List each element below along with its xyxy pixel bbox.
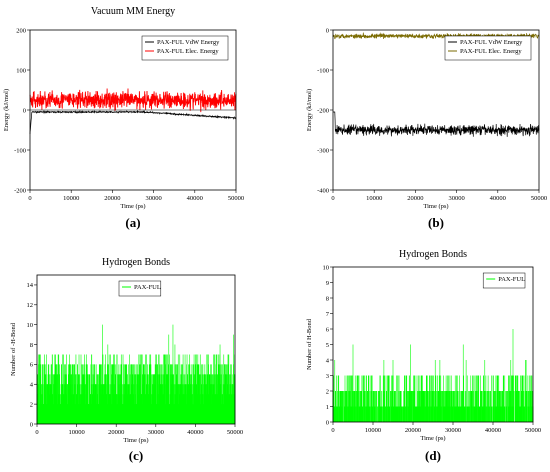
x-tick-label: 0 xyxy=(331,195,334,202)
y-tick-label: 100 xyxy=(16,67,26,74)
x-tick-label: 50000 xyxy=(531,195,547,202)
y-tick-label: 0 xyxy=(23,107,26,114)
y-tick-label: 12 xyxy=(27,302,34,309)
y-tick-label: -100 xyxy=(317,67,329,74)
y-tick-label: 200 xyxy=(16,27,26,34)
y-tick-label: 4 xyxy=(30,382,34,389)
y-tick-label: 4 xyxy=(326,357,330,364)
x-tick-label: 20000 xyxy=(407,195,423,202)
x-tick-label: 40000 xyxy=(187,195,203,202)
y-tick-label: 0 xyxy=(30,421,33,428)
y-tick-label: 10 xyxy=(27,322,34,329)
y-axis-label: Number of -H-Bond xyxy=(10,322,17,376)
y-tick-label: 8 xyxy=(30,342,33,349)
panel-label: (b) xyxy=(428,215,444,230)
x-tick-label: 10000 xyxy=(366,195,382,202)
chart-1: Vacuum MM Energy 0 10000 20000 30000 40000 500… xyxy=(3,6,244,230)
x-axis-label: Time (ps) xyxy=(123,437,148,444)
x-tick-label: 10000 xyxy=(68,429,84,436)
panel-label: (c) xyxy=(129,448,143,463)
y-tick-label: 14 xyxy=(27,282,34,289)
y-tick-label: 2 xyxy=(326,388,329,395)
x-tick-label: 10000 xyxy=(365,427,381,434)
x-tick-label: 20000 xyxy=(104,195,120,202)
y-axis-label: Energy (kJ/mol) xyxy=(306,89,313,131)
x-tick-label: 20000 xyxy=(108,429,124,436)
panel-label: (a) xyxy=(125,215,140,230)
chart-2: 0 10000 20000 30000 40000 50000 -400 -300 -200 -1… xyxy=(306,27,547,230)
chart-title: Vacuum MM Energy xyxy=(91,6,175,17)
x-tick-label: 0 xyxy=(35,429,38,436)
y-tick-label: 0 xyxy=(326,27,329,34)
x-tick-label: 0 xyxy=(331,427,334,434)
legend-label: PAX-FUL VdW Energy xyxy=(157,39,220,46)
y-tick-label: 6 xyxy=(326,326,330,333)
y-tick-label: 0 xyxy=(326,419,329,426)
x-axis-label: Time (ps) xyxy=(120,203,145,210)
series-line-2 xyxy=(29,88,237,113)
x-tick-label: 40000 xyxy=(187,429,203,436)
y-tick-label: 8 xyxy=(326,295,329,302)
x-axis-label: Time (ps) xyxy=(420,435,445,442)
y-tick-label: 3 xyxy=(326,373,329,380)
x-tick-label: 30000 xyxy=(445,427,461,434)
y-tick-label: 2 xyxy=(30,401,33,408)
x-tick-label: 30000 xyxy=(448,195,464,202)
legend-label: PAX-FUL Elec. Energy xyxy=(157,48,219,55)
y-tick-label: 9 xyxy=(326,280,329,287)
y-tick-label: 7 xyxy=(326,311,330,318)
x-tick-label: 0 xyxy=(28,195,31,202)
y-tick-label: -300 xyxy=(317,147,329,154)
legend-label: PAX-FUL VdW Energy xyxy=(460,39,523,46)
y-tick-label: 6 xyxy=(30,362,34,369)
legend-box xyxy=(444,35,532,61)
legend-label: PAX-FUL xyxy=(498,276,525,283)
y-axis-label: Energy (kJ/mol) xyxy=(3,89,10,131)
legend-label: PAX-FUL Elec. Energy xyxy=(460,48,522,55)
x-tick-label: 50000 xyxy=(525,427,541,434)
chart-title: Hydrogen Bonds xyxy=(102,257,170,268)
y-tick-label: 5 xyxy=(326,342,329,349)
x-tick-label: 50000 xyxy=(227,429,243,436)
legend-box xyxy=(141,35,229,61)
y-axis-label: Number of H-Bond xyxy=(306,318,313,370)
legend-box xyxy=(482,272,526,289)
legend-box xyxy=(118,280,162,297)
y-tick-label: -200 xyxy=(14,187,26,194)
y-tick-label: 10 xyxy=(323,264,330,271)
chart-3: Hydrogen Bonds 0 10000 20000 30000 40000 50000… xyxy=(10,257,243,463)
series-line-1 xyxy=(333,111,540,137)
y-tick-label: -100 xyxy=(14,147,26,154)
x-tick-label: 20000 xyxy=(405,427,421,434)
series-line-1 xyxy=(29,109,237,135)
x-tick-label: 10000 xyxy=(63,195,79,202)
panel-label: (d) xyxy=(425,448,441,463)
x-tick-label: 40000 xyxy=(490,195,506,202)
chart-title: Hydrogen Bonds xyxy=(399,249,467,260)
x-tick-label: 30000 xyxy=(145,195,161,202)
chart-4: Hydrogen Bonds 0 10000 20000 30000 40000 50000… xyxy=(306,249,541,463)
legend-label: PAX-FUL xyxy=(134,284,161,291)
y-tick-label: 1 xyxy=(326,404,329,411)
x-tick-label: 30000 xyxy=(148,429,164,436)
x-axis-label: Time (ps) xyxy=(423,203,448,210)
x-tick-label: 50000 xyxy=(228,195,244,202)
y-tick-label: -400 xyxy=(317,187,329,194)
y-tick-label: -200 xyxy=(317,107,329,114)
x-tick-label: 40000 xyxy=(485,427,501,434)
plot-frame xyxy=(36,274,236,425)
